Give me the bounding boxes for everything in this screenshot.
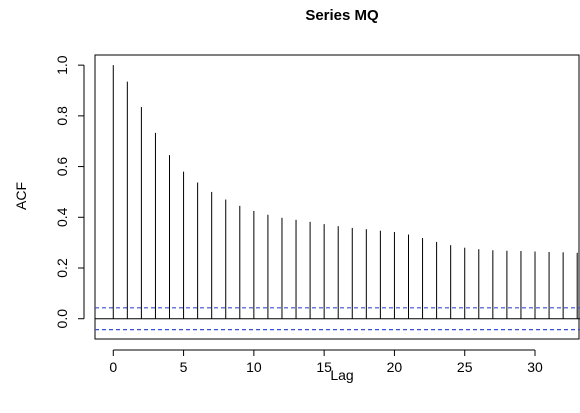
y-tick-label: 1.0 <box>54 55 70 75</box>
chart-title: Series MQ <box>305 7 379 24</box>
x-tick-label: 30 <box>527 359 543 375</box>
y-axis-label: ACF <box>13 182 29 210</box>
x-tick-label: 0 <box>109 359 117 375</box>
plot-frame <box>94 54 580 340</box>
x-tick-label: 5 <box>180 359 188 375</box>
x-axis-label: Lag <box>330 367 353 383</box>
y-tick-label: 0.4 <box>54 207 70 227</box>
x-tick-label: 25 <box>457 359 473 375</box>
x-tick-label: 15 <box>316 359 332 375</box>
x-tick-label: 20 <box>387 359 403 375</box>
y-tick-label: 0.8 <box>54 106 70 126</box>
plot-area: 0 5 10 15 20 25 30 0.0 0.2 0.4 0.6 0.8 1.0 <box>54 54 580 375</box>
y-tick-label: 0.2 <box>54 258 70 278</box>
x-tick-label: 10 <box>246 359 262 375</box>
y-tick-label: 0.0 <box>54 309 70 329</box>
y-tick-label: 0.6 <box>54 157 70 177</box>
